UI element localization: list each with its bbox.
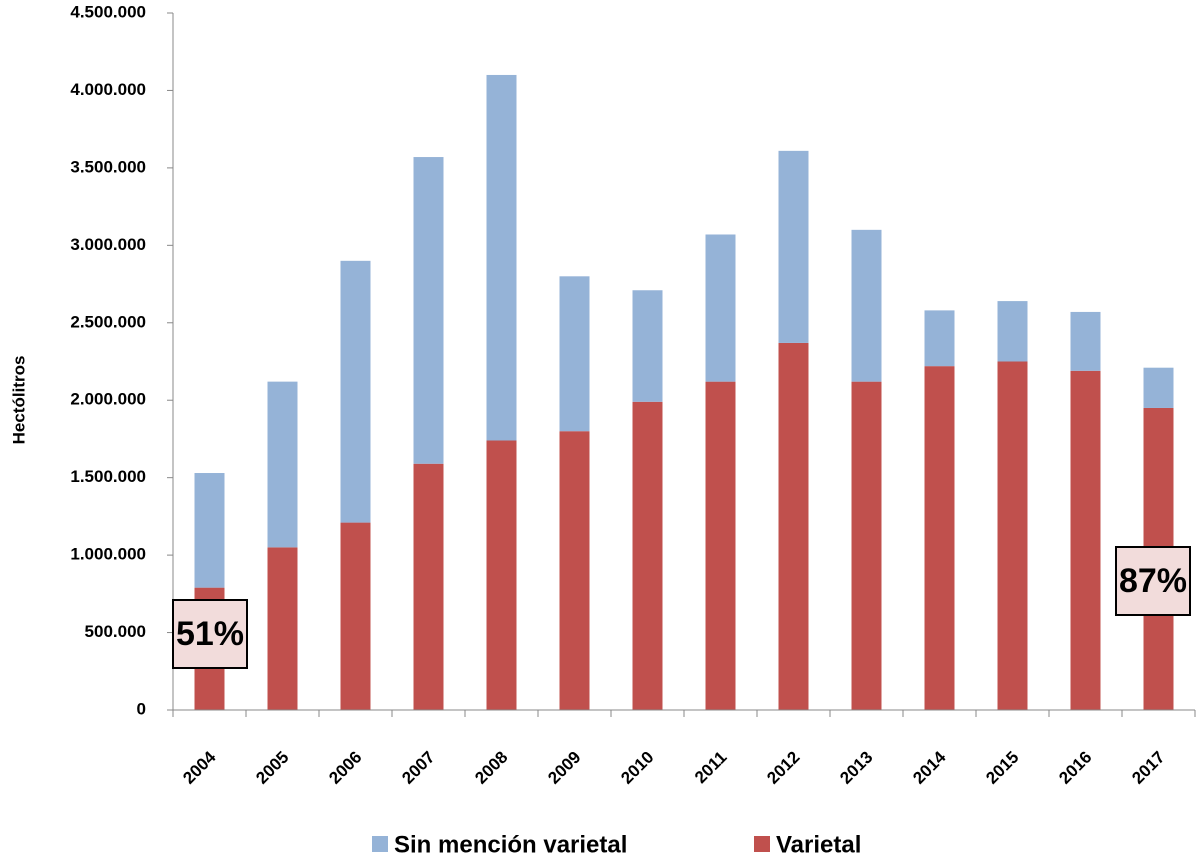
x-tick-label: 2010 — [617, 748, 657, 788]
bar-segment — [997, 361, 1028, 710]
bar-segment — [997, 301, 1028, 362]
bar-segment — [924, 310, 955, 367]
y-tick-label: 1.000.000 — [70, 545, 146, 564]
x-tick-label: 2008 — [471, 748, 511, 788]
bar-segment — [924, 366, 955, 710]
legend-swatch — [754, 836, 770, 852]
y-tick-label: 1.500.000 — [70, 467, 146, 486]
x-tick-label: 2012 — [763, 748, 803, 788]
y-tick-label: 4.000.000 — [70, 80, 146, 99]
legend-label: Varietal — [776, 831, 861, 858]
legend-label: Sin mención varietal — [394, 831, 627, 858]
bar-segment — [1070, 370, 1101, 710]
y-tick-label: 0 — [137, 699, 146, 718]
bar-segment — [1143, 367, 1174, 408]
x-tick-label: 2016 — [1055, 748, 1095, 788]
bar-segment — [340, 522, 371, 710]
bar-segment — [778, 342, 809, 710]
x-tick-label: 2007 — [398, 748, 438, 788]
bar-segment — [632, 401, 663, 710]
bar-segment — [632, 290, 663, 402]
x-tick-label: 2014 — [909, 747, 950, 788]
annotation-box — [1115, 546, 1191, 616]
legend-swatch — [372, 836, 388, 852]
x-tick-label: 2011 — [691, 748, 731, 788]
x-tick-label: 2009 — [544, 748, 584, 788]
bar-segment — [413, 463, 444, 710]
bar-segment — [194, 473, 225, 588]
bar-segment — [778, 150, 809, 343]
bar-segment — [851, 229, 882, 382]
bar-segment — [267, 381, 298, 548]
annotation: 51% — [176, 615, 244, 653]
y-tick-label: 2.000.000 — [70, 390, 146, 409]
annotation: 87% — [1119, 562, 1187, 600]
bar-segment — [486, 440, 517, 710]
bar-segment — [413, 157, 444, 464]
bar-segment — [705, 381, 736, 710]
y-axis-label: Hectólitros — [9, 356, 28, 445]
y-tick-label: 500.000 — [85, 622, 146, 641]
x-tick-label: 2015 — [982, 748, 1022, 788]
x-tick-label: 2006 — [325, 748, 365, 788]
bar-segment — [851, 381, 882, 710]
bar-segment — [486, 74, 517, 441]
y-tick-label: 4.500.000 — [70, 2, 146, 21]
bar-segment — [559, 431, 590, 710]
y-tick-label: 3.500.000 — [70, 157, 146, 176]
bar-segment — [267, 547, 298, 710]
annotation-box — [172, 599, 248, 669]
bar-segment — [559, 276, 590, 432]
y-tick-label: 2.500.000 — [70, 312, 146, 331]
x-tick-label: 2017 — [1128, 748, 1168, 788]
y-tick-label: 3.000.000 — [70, 235, 146, 254]
bar-segment — [1070, 311, 1101, 371]
x-tick-label: 2013 — [836, 748, 876, 788]
x-tick-label: 2005 — [252, 748, 292, 788]
x-tick-label: 2004 — [179, 747, 220, 788]
bar-segment — [705, 234, 736, 382]
bar-segment — [340, 260, 371, 523]
